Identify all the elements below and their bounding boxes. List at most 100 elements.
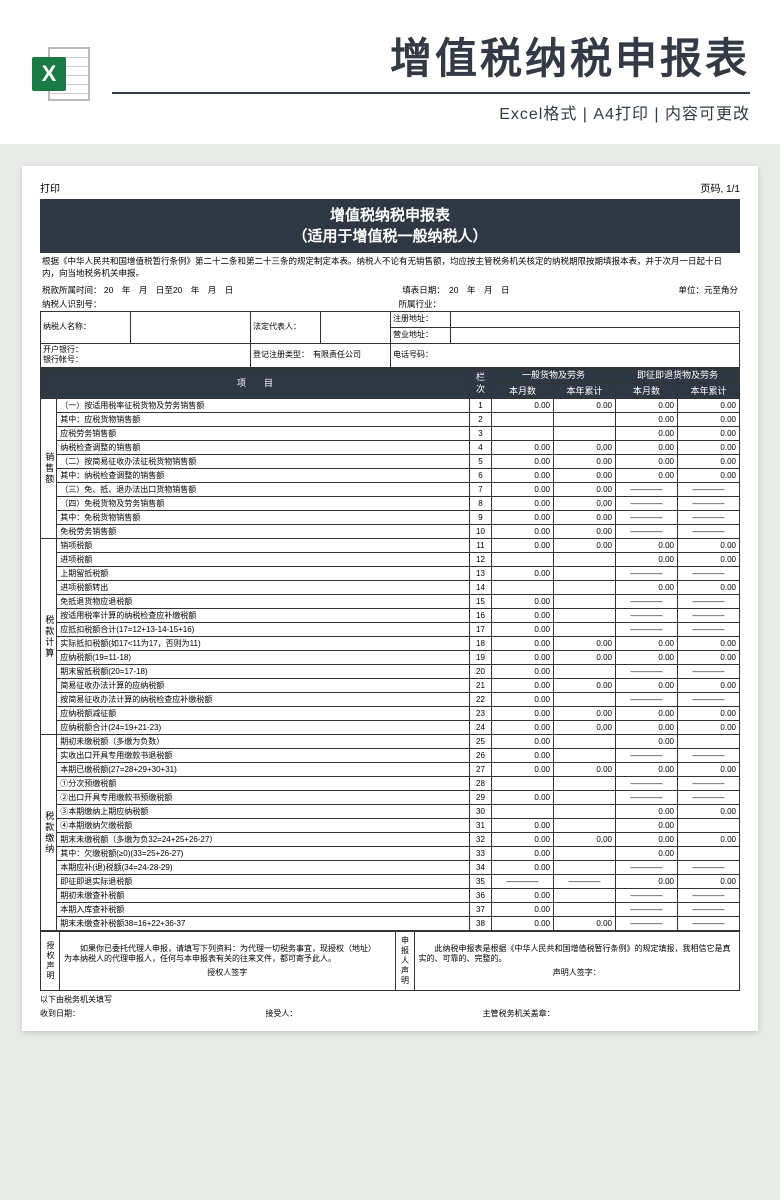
cell-value: 0.00	[616, 469, 678, 483]
section-sales: 销售额	[41, 399, 57, 539]
col-month1: 本月数	[492, 384, 554, 399]
cell-value: 0.00	[678, 833, 740, 847]
cell-value: ————	[616, 861, 678, 875]
cell-value: 0.00	[616, 581, 678, 595]
row-label: 期初未缴税额（多缴为负数）	[57, 735, 470, 749]
cell-value: 0.00	[492, 609, 554, 623]
cell-value: ————	[616, 917, 678, 931]
cell-value: ————	[678, 903, 740, 917]
row-idx: 26	[470, 749, 492, 763]
auth-label: 授权声明	[41, 932, 60, 991]
col-item: 项 目	[41, 368, 470, 399]
row-label: 免税劳务销售额	[57, 525, 470, 539]
row-idx: 10	[470, 525, 492, 539]
row-idx: 30	[470, 805, 492, 819]
cell-value: 0.00	[492, 525, 554, 539]
row-idx: 25	[470, 735, 492, 749]
cell-value: 0.00	[616, 399, 678, 413]
cell-value: ————	[554, 875, 616, 889]
cell-value: ————	[678, 861, 740, 875]
cell-value: ————	[678, 483, 740, 497]
col-month2: 本月数	[616, 384, 678, 399]
cell-value: ————	[678, 623, 740, 637]
cell-value: 0.00	[678, 441, 740, 455]
col-group1: 一般货物及劳务	[492, 368, 616, 383]
row-idx: 34	[470, 861, 492, 875]
table-row: （二）按简易征收办法征税货物销售额50.000.000.000.00	[41, 455, 740, 469]
cell-value: 0.00	[554, 637, 616, 651]
cell-value	[554, 665, 616, 679]
row-label: 按适用税率计算的纳税检查应补缴税额	[57, 609, 470, 623]
row-label: 上期留抵税额	[57, 567, 470, 581]
cell-value: 0.00	[554, 679, 616, 693]
table-row: ③本期缴纳上期应纳税额300.000.00	[41, 805, 740, 819]
row-label: 其中：应税货物销售额	[57, 413, 470, 427]
cell-value: 0.00	[678, 581, 740, 595]
cell-value: 0.00	[616, 805, 678, 819]
cell-value	[492, 581, 554, 595]
cell-value: ————	[616, 665, 678, 679]
cell-value	[554, 847, 616, 861]
cell-value: 0.00	[554, 483, 616, 497]
cell-value: ————	[678, 749, 740, 763]
row-idx: 27	[470, 763, 492, 777]
row-label: 免抵退货物应退税额	[57, 595, 470, 609]
cell-value: 0.00	[492, 469, 554, 483]
cell-value: 0.00	[554, 651, 616, 665]
cell-value: 0.00	[554, 497, 616, 511]
cell-value: 0.00	[492, 623, 554, 637]
cell-value: ————	[616, 595, 678, 609]
cell-value: ————	[678, 777, 740, 791]
cell-value	[492, 413, 554, 427]
row-idx: 8	[470, 497, 492, 511]
cell-value: 0.00	[492, 847, 554, 861]
template-header: X 增值税纳税申报表 Excel格式 | A4打印 | 内容可更改	[0, 0, 780, 144]
row-idx: 16	[470, 609, 492, 623]
row-idx: 22	[470, 693, 492, 707]
bank-info: 开户银行：银行帐号：	[41, 343, 251, 367]
cell-value: ————	[678, 693, 740, 707]
row-idx: 23	[470, 707, 492, 721]
cell-value: 0.00	[554, 763, 616, 777]
cell-value: 0.00	[554, 525, 616, 539]
row-idx: 9	[470, 511, 492, 525]
cell-value: 0.00	[616, 847, 678, 861]
cell-value: ————	[616, 693, 678, 707]
row-idx: 17	[470, 623, 492, 637]
cell-value: 0.00	[492, 749, 554, 763]
cell-value: 0.00	[554, 441, 616, 455]
cell-value: ————	[678, 917, 740, 931]
print-label: 打印	[40, 180, 60, 195]
cell-value: 0.00	[554, 917, 616, 931]
row-idx: 37	[470, 903, 492, 917]
cell-value: 0.00	[492, 889, 554, 903]
table-row: 上期留抵税额130.00————————	[41, 567, 740, 581]
cell-value	[554, 777, 616, 791]
row-label: 销项税额	[57, 539, 470, 553]
cell-value: 0.00	[616, 735, 678, 749]
row-idx: 1	[470, 399, 492, 413]
table-row: 其中：免税货物销售额90.000.00————————	[41, 511, 740, 525]
row-idx: 15	[470, 595, 492, 609]
cell-value: 0.00	[492, 819, 554, 833]
taxpayer-name-label: 纳税人名称：	[41, 311, 131, 343]
cell-value: 0.00	[492, 917, 554, 931]
cell-value: 0.00	[554, 455, 616, 469]
row-idx: 18	[470, 637, 492, 651]
cell-value: 0.00	[678, 539, 740, 553]
cell-value: ————	[678, 595, 740, 609]
row-idx: 14	[470, 581, 492, 595]
cell-value	[554, 553, 616, 567]
cell-value	[492, 427, 554, 441]
row-label: 期末未缴税额（多缴为负32=24+25+26-27）	[57, 833, 470, 847]
row-idx: 31	[470, 819, 492, 833]
cell-value: 0.00	[616, 651, 678, 665]
cell-value	[678, 819, 740, 833]
cell-value: 0.00	[492, 637, 554, 651]
row-label: （一）按适用税率征税货物及劳务销售额	[57, 399, 470, 413]
cell-value: 0.00	[678, 805, 740, 819]
table-row: 应纳税额(19=11-18)190.000.000.000.00	[41, 651, 740, 665]
row-idx: 2	[470, 413, 492, 427]
row-idx: 7	[470, 483, 492, 497]
row-label: 即征即退实际退税额	[57, 875, 470, 889]
